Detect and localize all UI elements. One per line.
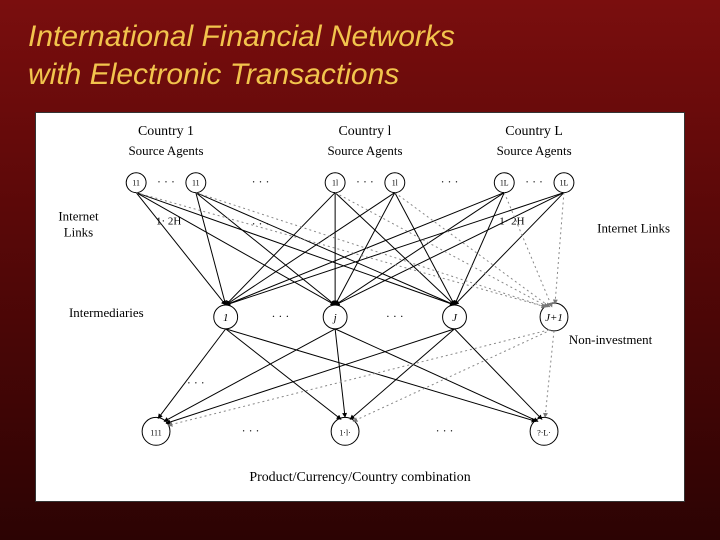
svg-text:1L: 1L	[500, 179, 509, 188]
internet-links-left-1: Internet	[58, 208, 99, 223]
top-node-c1b: 11	[186, 173, 206, 193]
country-1-label: Country 1	[138, 124, 194, 139]
top-node-c2b: 1l	[385, 173, 405, 193]
edges-mid-bot	[158, 329, 542, 424]
title-line-1: International Financial Networks	[28, 20, 455, 53]
ellipsis-t3: · · ·	[525, 175, 543, 189]
bot-node-3: ?·L·	[530, 417, 558, 445]
svg-text:11: 11	[192, 179, 200, 188]
svg-text:J+1: J+1	[545, 312, 563, 324]
source-agents-1: Source Agents	[128, 143, 203, 158]
ellipsis-t1: · · ·	[157, 175, 175, 189]
bot-node-1: 111	[142, 417, 170, 445]
svg-text:?·L·: ?·L·	[537, 428, 551, 437]
mid-node-j: j	[323, 305, 347, 329]
mid-node-Jp1: J+1	[540, 303, 568, 331]
ellipsis-b2: · · ·	[436, 423, 454, 437]
svg-text:1l: 1l	[332, 179, 339, 188]
source-agents-l: Source Agents	[327, 143, 402, 158]
top-node-c1a: 11	[126, 173, 146, 193]
top-node-c2a: 1l	[325, 173, 345, 193]
svg-text:1·l·: 1·l·	[339, 428, 350, 437]
network-svg: Country 1 Country l Country L Source Age…	[36, 113, 684, 501]
svg-text:1l: 1l	[392, 179, 399, 188]
top-node-c3a: 1L	[494, 173, 514, 193]
mid-node-J: J	[443, 305, 467, 329]
ellipsis-b1: · · ·	[242, 423, 260, 437]
svg-text:1: 1	[223, 312, 228, 324]
edges-jp1-bot	[168, 330, 554, 426]
top-node-c3b: 1L	[554, 173, 574, 193]
bot-node-2: 1·l·	[331, 417, 359, 445]
ellipsis-diag: · · ·	[187, 376, 205, 390]
h-left: 1· 2H	[156, 215, 181, 227]
internet-links-right: Internet Links	[597, 220, 670, 235]
ellipsis-tg1: · · ·	[252, 175, 270, 189]
network-diagram: Country 1 Country l Country L Source Age…	[35, 112, 685, 502]
internet-links-left-2: Links	[64, 224, 93, 239]
svg-text:11: 11	[132, 179, 140, 188]
country-L-label: Country L	[505, 124, 563, 139]
country-l-label: Country l	[339, 124, 392, 139]
ellipsis-tg2: · · ·	[441, 175, 459, 189]
ellipsis-m2: · · ·	[386, 309, 404, 323]
slide-title: International Financial Networks with El…	[0, 0, 720, 99]
title-line-2: with Electronic Transactions	[28, 58, 399, 91]
non-investment-label: Non-investment	[569, 332, 653, 347]
mid-node-1: 1	[214, 305, 238, 329]
svg-text:111: 111	[150, 428, 161, 437]
ellipsis-m1: · · ·	[271, 309, 289, 323]
intermediaries-label: Intermediaries	[69, 305, 144, 320]
svg-text:1L: 1L	[560, 179, 569, 188]
source-agents-L: Source Agents	[497, 143, 572, 158]
edges-top-mid	[136, 193, 564, 305]
h-right: 1· 2H	[499, 215, 524, 227]
ellipsis-t2: · · ·	[356, 175, 374, 189]
bottom-label: Product/Currency/Country combination	[249, 470, 470, 485]
